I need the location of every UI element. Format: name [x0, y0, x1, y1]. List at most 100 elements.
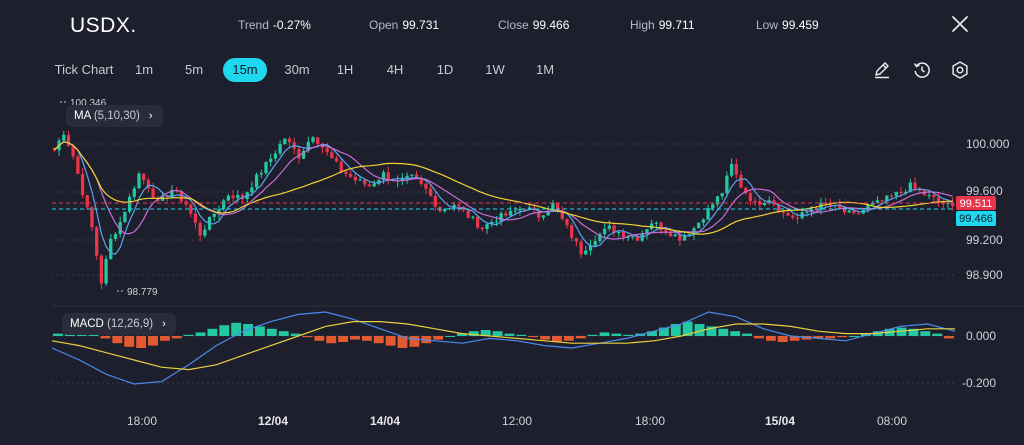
- macd-hist-bar: [350, 336, 360, 340]
- tf-1m[interactable]: 1m: [134, 62, 154, 77]
- candle: [245, 191, 249, 204]
- candle: [635, 234, 640, 242]
- candle: [269, 153, 273, 167]
- candle: [76, 154, 80, 175]
- candle: [508, 206, 513, 218]
- history-icon[interactable]: [912, 60, 932, 80]
- candle: [791, 213, 795, 220]
- symbol-title: USDX.: [70, 14, 137, 37]
- x-tick-1200: 12:00: [502, 414, 532, 428]
- candle: [560, 206, 564, 221]
- candle: [518, 206, 522, 216]
- candle: [767, 196, 771, 205]
- candle: [894, 191, 898, 200]
- candle: [372, 179, 376, 188]
- candle: [504, 210, 508, 218]
- close-stat: Close 99.466: [498, 18, 570, 32]
- candle: [438, 206, 442, 213]
- macd-hist-bar: [860, 333, 871, 336]
- macd-hist-bar: [920, 331, 931, 336]
- candle: [466, 209, 470, 219]
- macd-hist-bar: [136, 336, 147, 348]
- tf-1mo[interactable]: 1M: [535, 62, 555, 77]
- macd-indicator-pill[interactable]: MACD (12,26,9) ›: [62, 313, 176, 335]
- candle: [584, 245, 588, 255]
- tf-15m[interactable]: 15m: [223, 58, 267, 82]
- low-stat: Low 99.459: [756, 18, 819, 32]
- macd-hist-bar: [754, 336, 764, 339]
- macd-hist-bar: [777, 336, 788, 342]
- candle: [95, 225, 99, 261]
- candle: [598, 232, 602, 244]
- high-stat: High 99.711: [630, 18, 695, 32]
- candle: [344, 170, 348, 178]
- macd-hist-bar: [849, 336, 859, 337]
- candle: [889, 193, 894, 199]
- settings-icon[interactable]: [950, 60, 970, 80]
- candle: [706, 204, 710, 221]
- candle: [193, 208, 198, 229]
- candle: [118, 216, 122, 238]
- tf-1h[interactable]: 1H: [336, 62, 354, 77]
- macd-hist-bar: [932, 333, 943, 336]
- candle: [541, 214, 546, 221]
- candle: [405, 172, 409, 184]
- pencil-icon[interactable]: [872, 60, 892, 80]
- ma-indicator-pill[interactable]: MA (5,10,30) ›: [66, 105, 163, 127]
- tf-4h[interactable]: 4H: [386, 62, 404, 77]
- macd-hist-bar: [552, 336, 562, 342]
- macd-hist-bar: [112, 336, 123, 344]
- candle: [433, 191, 437, 211]
- tf-1d[interactable]: 1D: [436, 62, 454, 77]
- macd-hist-bar: [718, 328, 729, 336]
- candle: [226, 193, 231, 202]
- candle: [278, 140, 282, 156]
- candle: [316, 137, 320, 147]
- candle: [363, 179, 367, 188]
- tf-5m[interactable]: 5m: [184, 62, 204, 77]
- candle: [113, 231, 118, 242]
- tf-1w[interactable]: 1W: [485, 62, 505, 77]
- candle: [650, 219, 654, 231]
- x-tick-1404: 14/04: [370, 414, 400, 428]
- macd-hist-bar: [563, 336, 574, 341]
- timeframe-bar: Tick Chart 1m 5m 15m 30m 1H 4H 1D 1W 1M: [0, 58, 700, 84]
- moving-averages: [53, 141, 953, 255]
- macd-hist-bar: [504, 333, 515, 336]
- macd-hist-bar: [385, 336, 396, 346]
- candle: [875, 196, 880, 204]
- macd-hist-bar: [611, 333, 622, 336]
- tf-30m[interactable]: 30m: [284, 62, 310, 77]
- close-icon[interactable]: [948, 12, 972, 36]
- candle: [602, 223, 607, 239]
- macd-hist-bar: [302, 336, 313, 338]
- min-price-label: 98.779: [127, 287, 158, 298]
- candle: [951, 197, 955, 211]
- y-tick-99200: 99.200: [966, 233, 1003, 247]
- candle: [673, 233, 677, 237]
- candle: [607, 220, 611, 232]
- candle: [189, 203, 193, 218]
- tf-tick-chart[interactable]: Tick Chart: [54, 62, 114, 77]
- candle: [574, 237, 579, 247]
- macd-hist-bar: [207, 328, 218, 336]
- candle: [588, 239, 593, 256]
- y-tick-100000: 100.000: [966, 137, 1010, 151]
- macd-y-tick-zero: 0.000: [966, 329, 996, 343]
- candle: [645, 229, 649, 240]
- candle: [744, 186, 748, 195]
- candle: [212, 213, 216, 222]
- candle: [546, 205, 550, 216]
- x-tick-0800: 08:00: [877, 414, 907, 428]
- candle: [367, 181, 372, 187]
- x-tick-1204: 12/04: [258, 414, 288, 428]
- candle: [711, 202, 715, 211]
- candle: [748, 189, 753, 206]
- candle: [349, 170, 353, 179]
- candle: [142, 173, 146, 185]
- candle: [66, 130, 71, 147]
- candle: [132, 186, 136, 200]
- macd-hist-bar: [813, 336, 824, 339]
- macd-hist-bar: [219, 325, 230, 336]
